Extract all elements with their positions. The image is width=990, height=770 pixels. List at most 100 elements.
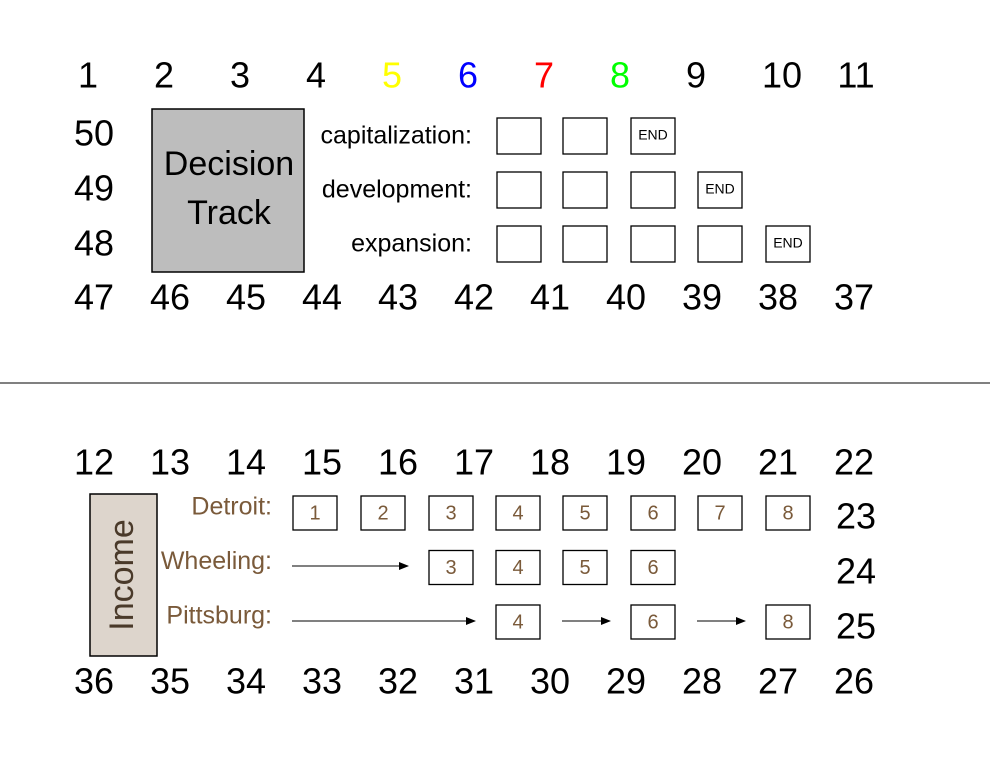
income-box-cell [428,495,474,531]
track-number: 1 [78,55,98,96]
empty-box [562,171,608,209]
track-number: 9 [686,55,706,96]
track-number: 28 [682,661,722,702]
track-number: 47 [74,277,114,318]
track-number: 31 [454,661,494,702]
income-value: 4 [512,502,523,524]
track-number: 8 [610,55,630,96]
track-number: 45 [226,277,266,318]
city-label: Wheeling: [161,547,272,575]
income-value: 4 [512,611,523,633]
income-value: 5 [579,502,590,524]
income-title: Income [103,519,141,631]
decision-title: Decision [164,145,294,183]
income-value: 6 [647,611,658,633]
row-label: capitalization: [321,122,472,150]
income-box-cell [765,495,811,531]
empty-box [562,117,608,155]
track-number: 23 [836,496,876,537]
track-number: 50 [74,113,114,154]
city-label: Detroit: [191,493,272,521]
income-box [89,493,158,657]
end-box [697,171,743,209]
income-box-cell [765,604,811,640]
track-number: 24 [836,551,876,592]
track-number: 19 [606,442,646,483]
decision-box [151,108,305,273]
track-number: 2 [154,55,174,96]
track-number: 40 [606,277,646,318]
track-number: 27 [758,661,798,702]
track-number: 41 [530,277,570,318]
decision-title: Track [187,194,272,232]
income-value: 1 [309,502,320,524]
income-box-cell [630,604,676,640]
track-number: 10 [762,55,802,96]
track-number: 34 [226,661,266,702]
track-number: 11 [837,55,874,96]
empty-box [630,171,676,209]
income-value: 7 [714,502,725,524]
income-box-cell [697,495,743,531]
income-box-cell [428,549,474,586]
empty-box [562,225,608,263]
track-number: 13 [150,442,190,483]
income-box-cell [630,495,676,531]
track-number: 20 [682,442,722,483]
track-number: 5 [382,55,402,96]
row-label: expansion: [351,230,472,258]
empty-box [630,225,676,263]
income-value: 8 [782,502,793,524]
income-value: 2 [377,502,388,524]
income-value: 5 [579,557,590,579]
income-box-cell [292,495,338,531]
track-number: 33 [302,661,342,702]
city-label: Pittsburg: [166,602,272,630]
track-number: 32 [378,661,418,702]
income-box-cell [630,549,676,586]
track-number: 36 [74,661,114,702]
income-box-cell [495,495,541,531]
track-number: 4 [306,55,326,96]
empty-box [496,117,542,155]
end-label: END [638,127,668,143]
track-number: 21 [758,442,798,483]
income-value: 8 [782,611,793,633]
track-number: 37 [834,277,874,318]
track-number: 16 [378,442,418,483]
income-value: 3 [445,502,456,524]
empty-box [496,225,542,263]
track-number: 12 [74,442,114,483]
track-number: 38 [758,277,798,318]
end-label: END [773,235,803,251]
track-number: 17 [454,442,494,483]
income-value: 6 [647,502,658,524]
track-number: 42 [454,277,494,318]
income-value: 4 [512,557,523,579]
track-number: 48 [74,223,114,264]
track-number: 49 [74,168,114,209]
track-number: 18 [530,442,570,483]
income-box-cell [495,549,541,586]
track-number: 35 [150,661,190,702]
income-box-cell [562,549,608,586]
end-label: END [705,181,735,197]
row-label: development: [322,176,472,204]
track-number: 6 [458,55,478,96]
track-number: 39 [682,277,722,318]
arrows [292,562,746,625]
track-number: 30 [530,661,570,702]
track-number: 22 [834,442,874,483]
track-number: 14 [226,442,266,483]
track-number: 3 [230,55,250,96]
empty-box [697,225,743,263]
income-box-cell [495,604,541,640]
track-number: 7 [534,55,554,96]
end-box [765,225,811,263]
income-box-cell [562,495,608,531]
empty-box [496,171,542,209]
income-value: 3 [445,557,456,579]
income-box-cell [360,495,406,531]
end-box [630,117,676,155]
